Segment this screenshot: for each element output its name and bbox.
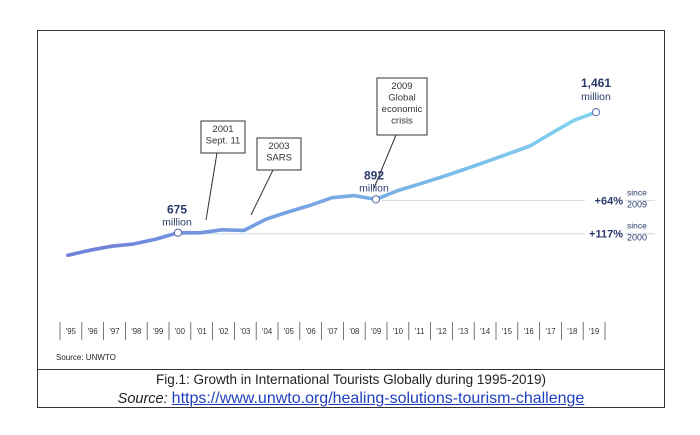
x-tick-label: '19	[589, 327, 599, 336]
x-tick-label: '06	[306, 327, 316, 336]
x-tick-label: '15	[502, 327, 513, 336]
annotation-text: Sept. 11	[206, 136, 241, 147]
highlight-point-892	[371, 195, 381, 204]
series-line	[66, 110, 598, 257]
annotation-pointer	[205, 152, 218, 221]
figure-caption: Fig.1: Growth in International Tourists …	[156, 372, 546, 387]
figure-frame	[37, 30, 665, 408]
x-tick-label: '08	[349, 327, 359, 336]
source-link[interactable]: https://www.unwto.org/healing-solutions-…	[171, 390, 585, 407]
growth-value: +64%	[595, 195, 624, 207]
annotation-box	[376, 77, 428, 136]
x-tick-label: '99	[153, 327, 163, 336]
annotation-box	[256, 137, 302, 171]
x-tick-label: '18	[567, 327, 577, 336]
x-tick-label: '09	[371, 327, 381, 336]
caption-divider	[37, 369, 665, 370]
growth-label-bg	[585, 192, 625, 207]
growth-label-0: +64%since 2009	[585, 187, 647, 209]
growth-label-bg	[585, 225, 625, 240]
annotation-text: Global	[388, 93, 415, 104]
value-label-675: 675	[167, 203, 187, 217]
x-tick-label: '98	[131, 327, 141, 336]
source-label: Source: UNWTO	[56, 353, 116, 362]
growth-note-since: since	[627, 187, 647, 197]
x-tick-label: '01	[197, 327, 207, 336]
growth-label-1: +117% since 2000	[585, 221, 647, 243]
x-tick-label: '00	[175, 327, 186, 336]
annotation-text: crisis	[391, 116, 413, 127]
x-tick-label: '12	[436, 327, 446, 336]
highlight-point-675	[173, 228, 183, 237]
x-tick-label: '14	[480, 327, 491, 336]
x-tick-label: '11	[415, 327, 425, 336]
x-tick-label: '13	[458, 327, 468, 336]
value-label-892: 892	[364, 168, 384, 182]
growth-note-year: 2000	[627, 233, 647, 243]
growth-note-year: 2009	[627, 199, 647, 209]
x-tick-label: '96	[88, 327, 98, 336]
x-tick-label: '95	[66, 327, 77, 336]
x-tick-label: '02	[218, 327, 228, 336]
annotation-pointer	[250, 169, 274, 216]
x-tick-label: '16	[524, 327, 534, 336]
x-tick-label: '03	[240, 327, 250, 336]
source-prefix: Source:	[117, 391, 168, 407]
unit-label-892: million	[359, 182, 389, 194]
growth-value: +117%	[589, 229, 623, 241]
x-tick-label: '04	[262, 327, 273, 336]
x-tick-label: '07	[327, 327, 337, 336]
annotation-pointer	[373, 134, 397, 189]
x-tick-label: '10	[393, 327, 404, 336]
highlight-point-1461	[591, 108, 601, 117]
annotation-box	[200, 120, 246, 154]
figure-source-line: Source: https://www.unwto.org/healing-so…	[37, 390, 665, 408]
annotation-text: SARS	[266, 153, 292, 164]
value-label-1461: 1,461	[581, 76, 611, 90]
growth-note-since: since	[627, 221, 647, 231]
annotation-text: 2001	[212, 124, 233, 135]
unit-label-1461: million	[581, 91, 611, 103]
unit-label-675: million	[162, 217, 192, 229]
annotation-text: 2003	[268, 141, 289, 152]
x-tick-label: '97	[109, 327, 119, 336]
x-tick-label: '17	[545, 327, 555, 336]
annotation-text: 2009	[391, 81, 412, 92]
annotation-text: economic	[382, 104, 423, 115]
x-tick-label: '05	[284, 327, 295, 336]
